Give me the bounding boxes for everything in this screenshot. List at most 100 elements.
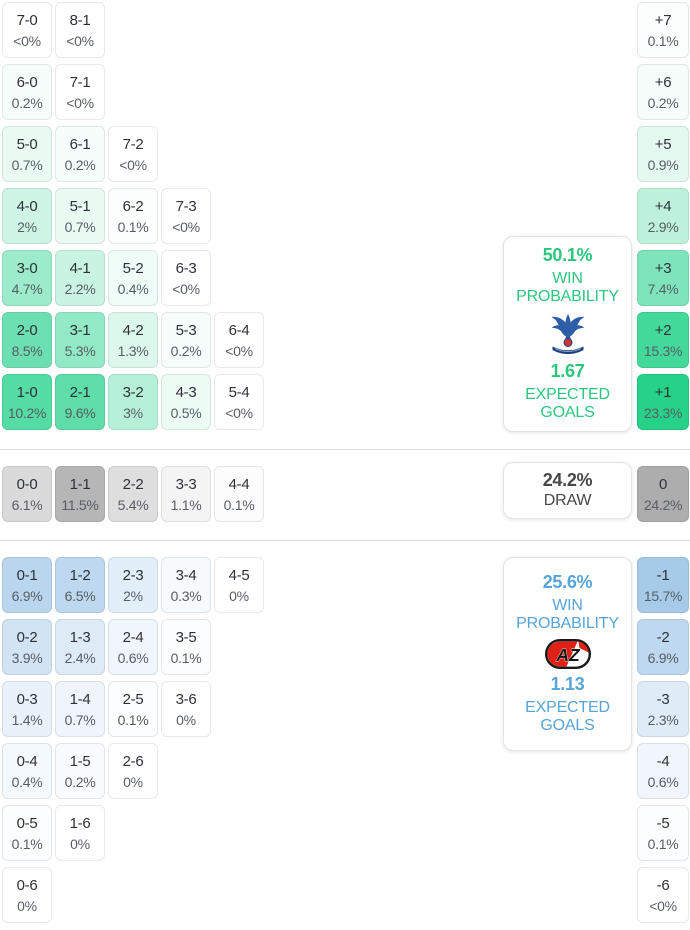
score-cell-6-4: 6-4 <0% (214, 312, 264, 368)
score-cell-0-6: 0-6 0% (2, 867, 52, 923)
score-cell-1-0: 1-0 10.2% (2, 374, 52, 430)
probability-value: 0.4% (11, 773, 43, 790)
probability-value: 23.3% (643, 404, 683, 421)
scoreline-label: 1-6 (69, 814, 91, 832)
probability-value: 0.2% (170, 342, 202, 359)
score-cell-4-3: 4-3 0.5% (161, 374, 211, 430)
probability-value: 0.7% (11, 156, 43, 173)
score-cell-4-2: 4-2 1.3% (108, 312, 158, 368)
probability-value: 0.1% (647, 835, 679, 852)
crystal-palace-logo (548, 312, 588, 356)
score-cell-3-0: 3-0 4.7% (2, 250, 52, 306)
score-cell-1-1: 1-1 11.5% (55, 466, 105, 522)
scoreline-label: 3-2 (122, 383, 144, 401)
away-expected-goals-value: 1.13 (550, 674, 585, 694)
score-cell-7-0: 7-0 <0% (2, 2, 52, 58)
scoreline-label: 0-2 (16, 628, 38, 646)
draw-panel: 24.2% DRAW (503, 462, 632, 519)
home-expected-goals-label: EXPECTED GOALS (525, 385, 610, 421)
home-win-panel: 50.1% WIN PROBABILITY 1.67 EXPECTED GOAL… (503, 236, 632, 432)
scoreline-label: 6-1 (69, 135, 91, 153)
goal-diff-label: -2 (656, 628, 670, 646)
probability-value: 15.7% (643, 587, 683, 604)
goal-diff-cell--2: -2 6.9% (637, 619, 689, 675)
scoreline-label: 6-2 (122, 197, 144, 215)
score-cell-0-5: 0-5 0.1% (2, 805, 52, 861)
scoreline-label: 4-2 (122, 321, 144, 339)
score-cell-3-4: 3-4 0.3% (161, 557, 211, 613)
away-win-probability-value: 25.6% (542, 572, 593, 593)
probability-value: 0% (70, 835, 90, 852)
probability-value: 0.6% (647, 773, 679, 790)
draw-score-grid: 0-0 6.1% 1-1 11.5% 2-2 5.4% 3-3 1.1% 4-4 0.1% (2, 466, 264, 522)
probability-value: 0.7% (64, 218, 96, 235)
probability-value: <0% (66, 32, 94, 49)
home-win-probability-label: WIN PROBABILITY (516, 270, 619, 306)
probability-value: 0.2% (64, 773, 96, 790)
probability-value: <0% (172, 218, 200, 235)
score-cell-7-2: 7-2 <0% (108, 126, 158, 182)
scoreline-label: 4-0 (16, 197, 38, 215)
draw-label: DRAW (543, 492, 592, 510)
goal-diff-label: -4 (656, 752, 670, 770)
score-cell-3-6: 3-6 0% (161, 681, 211, 737)
score-cell-7-3: 7-3 <0% (161, 188, 211, 244)
away-expected-goals-label: EXPECTED GOALS (525, 698, 610, 734)
score-cell-3-5: 3-5 0.1% (161, 619, 211, 675)
probability-value: 6.5% (64, 587, 96, 604)
scoreline-label: 3-6 (175, 690, 197, 708)
probability-value: <0% (119, 156, 147, 173)
scoreline-label: 3-3 (175, 475, 197, 493)
scoreline-label: 0-0 (16, 475, 38, 493)
probability-value: 10.2% (7, 404, 47, 421)
probability-value: <0% (225, 342, 253, 359)
scoreline-label: 4-5 (228, 566, 250, 584)
scoreline-label: 3-4 (175, 566, 197, 584)
score-cell-1-6: 1-6 0% (55, 805, 105, 861)
scoreline-label: 3-0 (16, 259, 38, 277)
score-cell-5-1: 5-1 0.7% (55, 188, 105, 244)
scoreline-label: 5-4 (228, 383, 250, 401)
goal-diff-cell--4: -4 0.6% (637, 743, 689, 799)
probability-value: 8.5% (11, 342, 43, 359)
probability-value: 0.1% (117, 218, 149, 235)
goal-diff-label: 0 (658, 475, 668, 493)
probability-value: 2% (17, 218, 37, 235)
probability-value: 6.1% (11, 496, 43, 513)
goal-diff-label: -6 (656, 876, 670, 894)
probability-value: 0% (17, 897, 37, 914)
scoreline-label: 2-2 (122, 475, 144, 493)
goal-diff-label: +1 (654, 383, 672, 401)
scoreline-label: 7-3 (175, 197, 197, 215)
scoreline-label: 0-5 (16, 814, 38, 832)
probability-value: <0% (225, 404, 253, 421)
probability-value: 0.1% (170, 649, 202, 666)
probability-value: 0.2% (64, 156, 96, 173)
score-cell-6-3: 6-3 <0% (161, 250, 211, 306)
goal-diff-cell--6: -6 <0% (637, 867, 689, 923)
scoreline-label: 2-1 (69, 383, 91, 401)
score-cell-3-3: 3-3 1.1% (161, 466, 211, 522)
goal-diff-label: +5 (654, 135, 672, 153)
goal-diff-label: +7 (654, 11, 672, 29)
scoreline-label: 1-2 (69, 566, 91, 584)
score-cell-0-0: 0-0 6.1% (2, 466, 52, 522)
scoreline-label: 3-1 (69, 321, 91, 339)
score-cell-4-1: 4-1 2.2% (55, 250, 105, 306)
scoreline-label: 2-0 (16, 321, 38, 339)
scoreline-label: 0-3 (16, 690, 38, 708)
probability-value: 9.6% (64, 404, 96, 421)
scoreline-label: 2-3 (122, 566, 144, 584)
probability-value: 2.9% (647, 218, 679, 235)
goal-diff-label: -3 (656, 690, 670, 708)
scoreline-label: 7-2 (122, 135, 144, 153)
probability-value: 0.1% (647, 32, 679, 49)
score-cell-2-1: 2-1 9.6% (55, 374, 105, 430)
home-expected-goals-value: 1.67 (550, 361, 585, 381)
svg-text:AZ: AZ (555, 645, 581, 665)
scoreline-label: 1-1 (69, 475, 91, 493)
goal-diff-label: +3 (654, 259, 672, 277)
goal-diff-cell-+1: +1 23.3% (637, 374, 689, 430)
score-cell-2-5: 2-5 0.1% (108, 681, 158, 737)
goal-diff-label: -1 (656, 566, 670, 584)
